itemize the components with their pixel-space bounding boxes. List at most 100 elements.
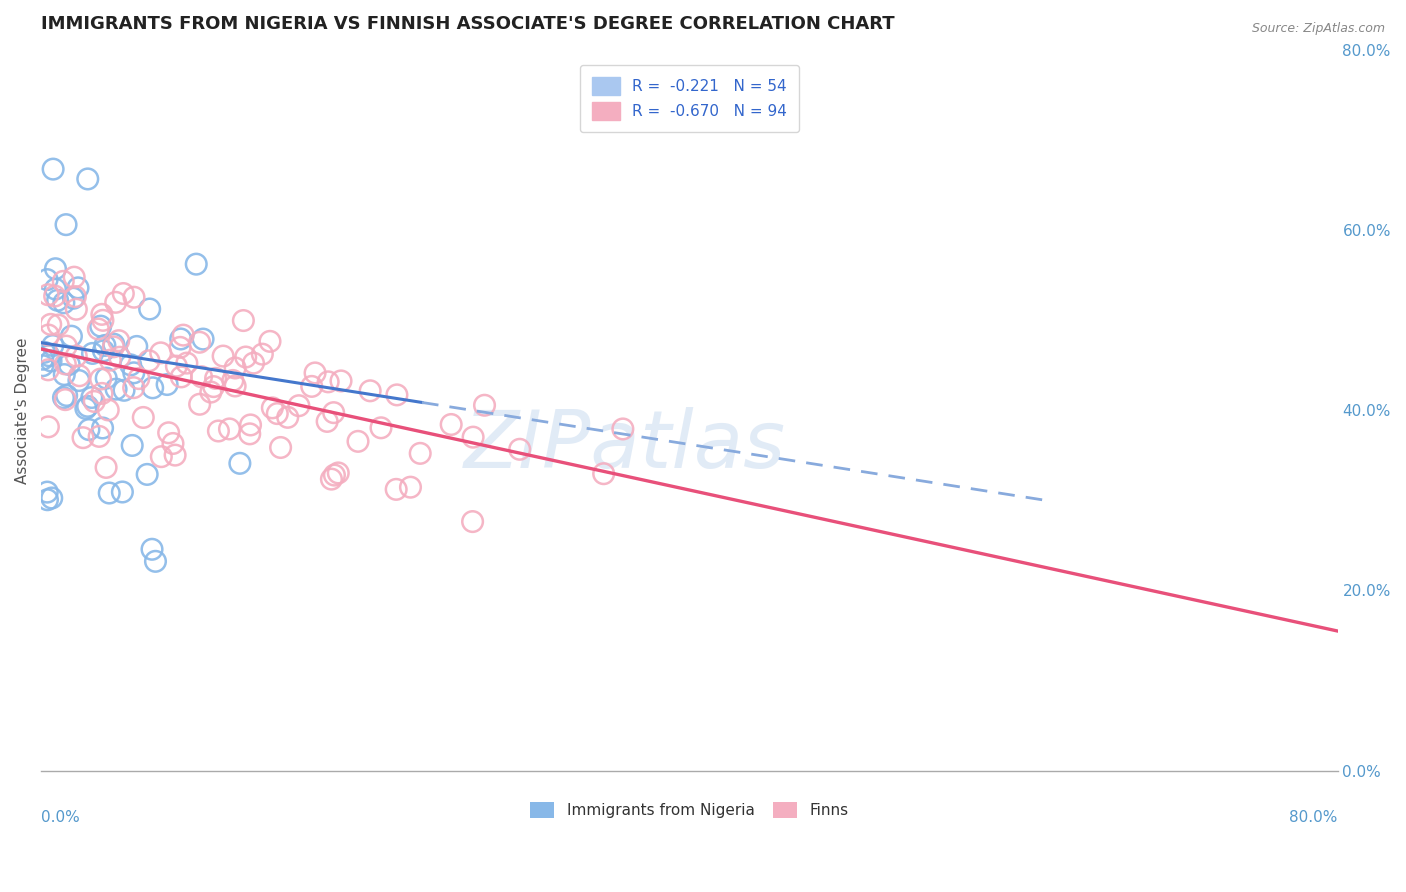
- Point: [150, 450, 173, 464]
- Point: [122, 290, 145, 304]
- Point: [46, 318, 69, 332]
- Point: [461, 430, 484, 444]
- Point: [66, 281, 89, 295]
- Point: [222, 374, 245, 388]
- Point: [440, 417, 463, 432]
- Point: [41, 491, 63, 505]
- Point: [53, 368, 76, 382]
- Point: [202, 379, 225, 393]
- Point: [104, 295, 127, 310]
- Point: [37, 272, 59, 286]
- Point: [218, 422, 240, 436]
- Point: [239, 417, 262, 432]
- Point: [239, 426, 262, 441]
- Point: [242, 356, 264, 370]
- Point: [125, 339, 148, 353]
- Point: [128, 371, 150, 385]
- Point: [63, 270, 86, 285]
- Point: [90, 319, 112, 334]
- Point: [91, 313, 114, 327]
- Point: [72, 431, 94, 445]
- Point: [252, 347, 274, 361]
- Point: [112, 286, 135, 301]
- Point: [97, 403, 120, 417]
- Point: [103, 340, 125, 354]
- Point: [91, 386, 114, 401]
- Point: [89, 429, 111, 443]
- Point: [200, 385, 222, 400]
- Point: [165, 448, 187, 462]
- Text: 80.0%: 80.0%: [1289, 810, 1337, 825]
- Point: [76, 400, 98, 414]
- Point: [136, 467, 159, 482]
- Point: [316, 414, 339, 428]
- Point: [83, 394, 105, 409]
- Point: [105, 382, 128, 396]
- Point: [330, 374, 353, 388]
- Point: [224, 361, 246, 376]
- Point: [98, 486, 121, 500]
- Point: [77, 423, 100, 437]
- Point: [75, 401, 97, 416]
- Point: [52, 274, 75, 288]
- Point: [304, 366, 326, 380]
- Point: [98, 353, 121, 368]
- Point: [176, 356, 198, 370]
- Point: [162, 436, 184, 450]
- Point: [321, 472, 343, 486]
- Text: IMMIGRANTS FROM NIGERIA VS FINNISH ASSOCIATE'S DEGREE CORRELATION CHART: IMMIGRANTS FROM NIGERIA VS FINNISH ASSOC…: [41, 15, 894, 33]
- Point: [157, 425, 180, 440]
- Point: [111, 485, 134, 500]
- Point: [232, 313, 254, 327]
- Point: [62, 291, 84, 305]
- Point: [138, 301, 160, 316]
- Point: [612, 422, 634, 436]
- Point: [259, 334, 281, 349]
- Point: [409, 446, 432, 460]
- Point: [322, 406, 344, 420]
- Point: [37, 492, 59, 507]
- Point: [46, 293, 69, 308]
- Point: [112, 384, 135, 398]
- Point: [90, 307, 112, 321]
- Point: [44, 261, 66, 276]
- Point: [204, 371, 226, 385]
- Point: [87, 322, 110, 336]
- Point: [80, 391, 103, 405]
- Point: [149, 346, 172, 360]
- Point: [65, 290, 87, 304]
- Point: [170, 332, 193, 346]
- Point: [132, 410, 155, 425]
- Point: [120, 358, 142, 372]
- Point: [122, 366, 145, 380]
- Point: [262, 401, 284, 415]
- Point: [170, 370, 193, 384]
- Point: [32, 345, 55, 359]
- Point: [37, 485, 59, 500]
- Point: [52, 295, 75, 310]
- Point: [37, 363, 59, 377]
- Point: [370, 421, 392, 435]
- Point: [347, 434, 370, 449]
- Point: [90, 372, 112, 386]
- Point: [37, 420, 59, 434]
- Point: [55, 388, 77, 402]
- Text: 0.0%: 0.0%: [41, 810, 80, 825]
- Point: [399, 480, 422, 494]
- Text: Source: ZipAtlas.com: Source: ZipAtlas.com: [1251, 22, 1385, 36]
- Point: [44, 282, 66, 296]
- Point: [39, 354, 62, 368]
- Point: [42, 338, 65, 352]
- Point: [65, 349, 87, 363]
- Point: [31, 352, 53, 367]
- Point: [67, 374, 90, 388]
- Point: [156, 377, 179, 392]
- Point: [93, 343, 115, 358]
- Point: [39, 318, 62, 332]
- Point: [44, 289, 66, 303]
- Point: [270, 441, 292, 455]
- Point: [277, 410, 299, 425]
- Point: [94, 460, 117, 475]
- Point: [301, 379, 323, 393]
- Point: [172, 328, 194, 343]
